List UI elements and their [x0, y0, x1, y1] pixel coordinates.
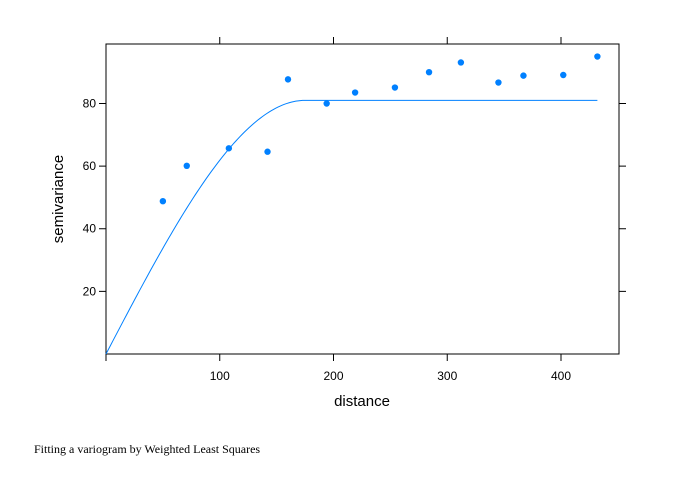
data-point — [495, 79, 502, 86]
data-point — [159, 197, 167, 205]
data-point — [594, 53, 601, 60]
data-point — [323, 100, 330, 107]
x-axis-label: distance — [334, 393, 390, 410]
y-axis-label: semivariance — [50, 155, 67, 243]
data-point — [225, 145, 233, 152]
data-point — [520, 72, 527, 79]
data-point — [284, 76, 292, 83]
data-point — [391, 84, 399, 91]
plot-frame — [105, 43, 620, 355]
x-tick-label: 300 — [437, 369, 457, 383]
data-point — [351, 89, 359, 96]
data-point — [425, 68, 433, 76]
figure-caption: Fitting a variogram by Weighted Least Sq… — [34, 442, 261, 456]
y-tick-label: 80 — [83, 96, 97, 110]
data-point — [457, 59, 465, 66]
x-tick-label: 400 — [551, 369, 571, 383]
data-point — [264, 148, 271, 155]
y-tick-label: 20 — [83, 284, 97, 298]
x-tick-label: 200 — [323, 369, 343, 383]
fitted-variogram-line — [105, 99, 598, 355]
y-tick-label: 60 — [83, 159, 97, 173]
axis-ticks: 100 200 300 400 20 40 60 80 — [83, 37, 626, 383]
data-point — [183, 162, 190, 170]
y-tick-label: 40 — [83, 222, 97, 236]
data-points — [159, 53, 601, 205]
x-tick-label: 100 — [210, 369, 230, 383]
data-point — [560, 71, 567, 79]
